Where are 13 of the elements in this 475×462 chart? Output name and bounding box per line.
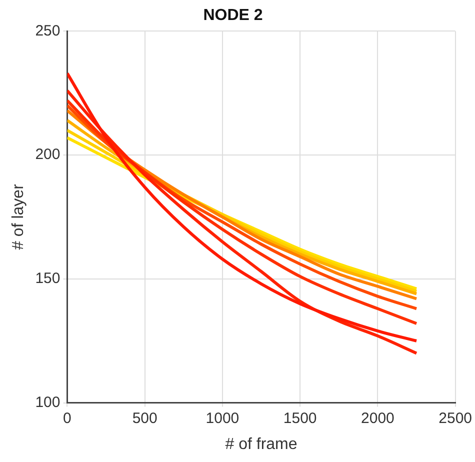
y-tick-label: 200 <box>35 146 60 164</box>
x-tick-label: 0 <box>63 410 72 427</box>
y-axis-title: # of layer <box>10 183 28 250</box>
x-tick-label: 1500 <box>283 410 317 427</box>
x-tick-label: 500 <box>132 410 158 427</box>
y-tick-label: 100 <box>35 394 60 411</box>
y-tick-label: 150 <box>35 270 60 288</box>
x-axis-title: # of frame <box>225 436 298 453</box>
chart-title: NODE 2 <box>203 7 263 24</box>
y-tick-label: 250 <box>35 22 60 40</box>
x-tick-label: 2000 <box>361 410 394 427</box>
x-tick-label: 1000 <box>206 410 240 427</box>
x-tick-label: 2500 <box>438 410 472 427</box>
